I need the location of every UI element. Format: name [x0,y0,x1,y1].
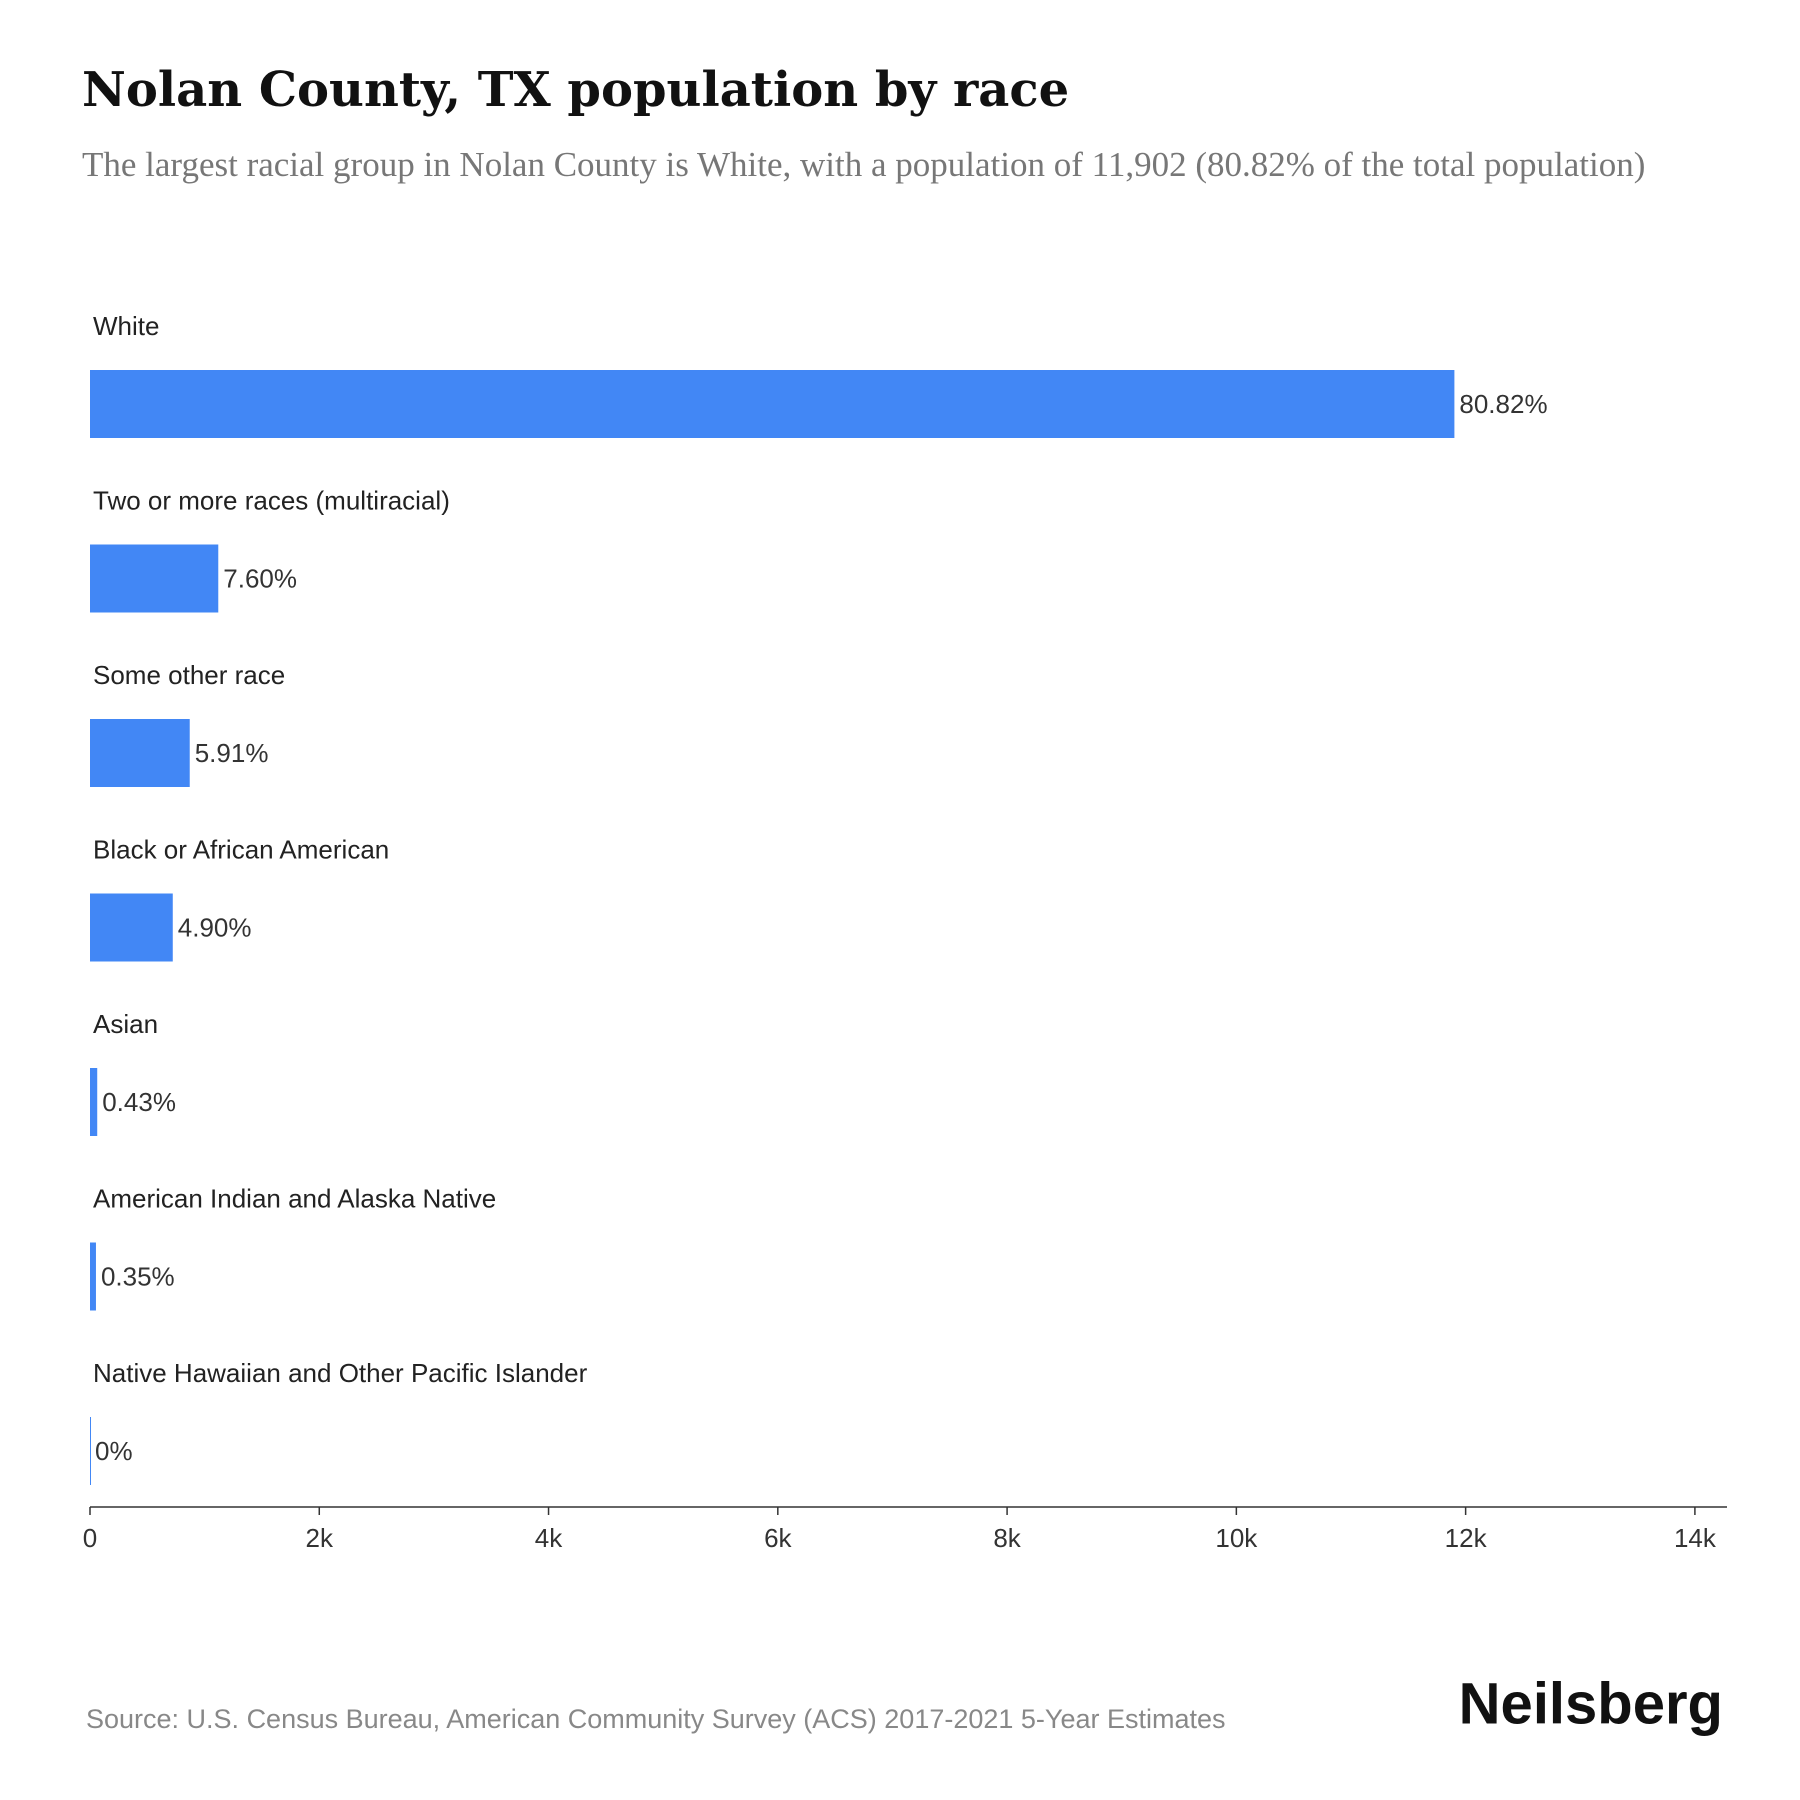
x-tick-label: 10k [1215,1523,1258,1553]
category-label: Black or African American [93,834,389,864]
chart-title: Nolan County, TX population by race [82,62,1070,118]
category-label: Some other race [93,660,285,690]
category-label: Asian [93,1009,158,1039]
x-tick-label: 14k [1674,1523,1717,1553]
value-label: 0.43% [102,1087,176,1117]
bar [90,893,173,962]
category-label: Two or more races (multiracial) [93,485,450,515]
value-label: 80.82% [1459,389,1547,419]
value-label: 7.60% [223,563,297,593]
x-tick-label: 8k [993,1523,1021,1553]
bar [90,1242,96,1311]
x-tick-label: 6k [764,1523,792,1553]
value-label: 4.90% [178,912,252,942]
brand-logo: Neilsberg [1459,1671,1723,1736]
x-tick-label: 2k [306,1523,334,1553]
category-label: Native Hawaiian and Other Pacific Island… [93,1358,588,1388]
x-tick-label: 12k [1445,1523,1488,1553]
bar [90,544,219,613]
chart-subtitle: The largest racial group in Nolan County… [82,145,1646,184]
bar [90,719,190,787]
x-tick-label: 4k [535,1523,563,1553]
value-label: 0% [95,1436,133,1466]
bar [90,1417,91,1485]
value-label: 0.35% [101,1261,175,1291]
x-tick-label: 0 [83,1523,97,1553]
category-label: American Indian and Alaska Native [93,1183,496,1213]
bar [90,370,1455,438]
value-label: 5.91% [195,738,269,768]
source: Source: U.S. Census Bureau, American Com… [86,1704,1226,1734]
category-label: White [93,311,159,341]
bar [90,1068,98,1136]
